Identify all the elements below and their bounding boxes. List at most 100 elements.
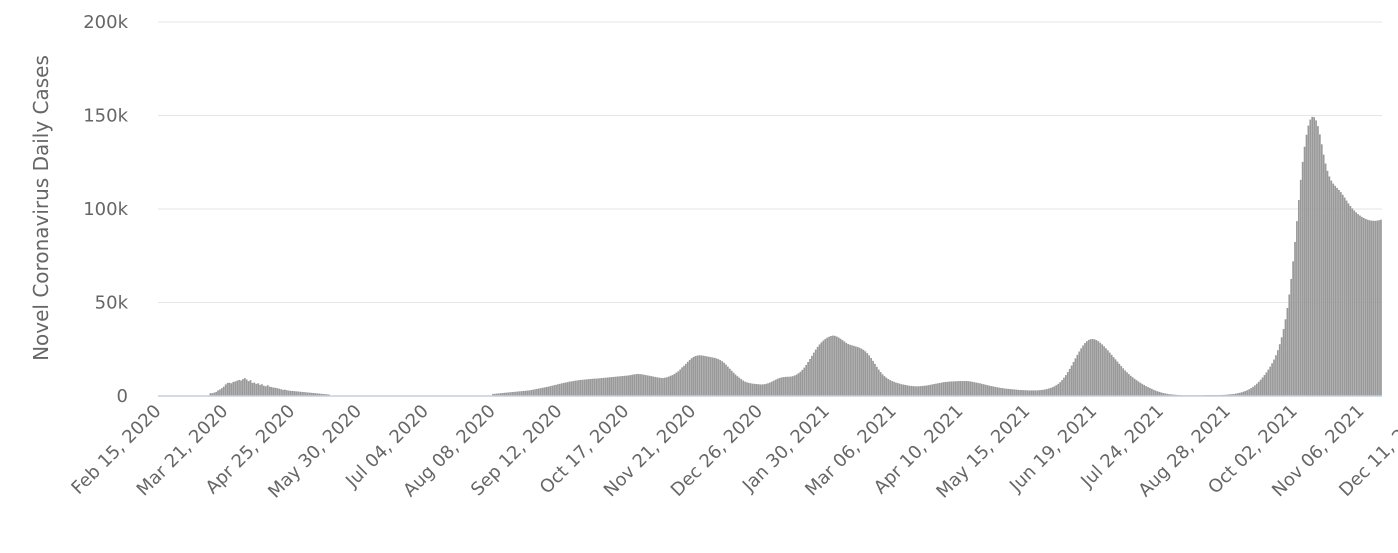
bar [652,376,655,396]
bar [738,377,741,396]
bar [925,385,928,396]
bar [1072,361,1075,396]
bar [950,381,953,396]
bar [940,382,943,396]
bar [1128,374,1130,396]
bar [580,379,582,396]
bar [1339,192,1342,396]
bar [587,379,590,396]
bar [990,386,993,396]
bar [1028,390,1031,396]
bar [1089,339,1092,396]
bar [841,340,844,396]
bar [528,390,531,396]
bar [560,383,563,396]
bar [610,377,613,396]
bar [312,393,315,396]
bar [1318,134,1321,396]
bar [719,360,722,396]
bar [704,355,706,396]
bar [213,392,216,396]
bar [654,376,657,396]
bar [599,378,601,396]
bar [1257,381,1260,396]
bar [627,375,630,396]
bar [536,388,538,396]
bar [870,358,872,396]
bar [843,341,846,396]
bar [240,380,242,396]
bar [572,381,575,396]
bar [692,356,695,396]
bar [879,372,882,396]
bar [1282,329,1285,396]
bar [1372,220,1375,396]
bar [826,337,829,396]
bar [532,389,534,396]
bar [1160,392,1163,396]
bar [537,388,540,396]
bar [310,392,313,396]
bar [257,383,260,396]
bars [209,116,1382,397]
bar [284,389,286,396]
bar [1330,180,1333,396]
bar [898,383,901,396]
bar [501,393,504,396]
bar [910,385,913,396]
bar [1292,261,1294,396]
bar [742,380,745,396]
bar [1328,176,1331,396]
bar [1278,344,1281,396]
bar [1158,391,1161,396]
bar [1240,392,1243,396]
bar [249,380,252,396]
bar [1124,370,1126,396]
bar [753,383,756,396]
bar [937,383,939,396]
bar [931,384,934,396]
bar [589,378,592,396]
bar [717,359,720,396]
bar [1294,241,1296,396]
bar [807,361,809,396]
bar [1152,389,1155,396]
bar [805,364,808,396]
bar [837,337,840,396]
bar [1341,194,1344,396]
bar [1297,200,1300,396]
bar [979,383,981,396]
bar [1164,393,1167,396]
bar [889,380,892,396]
bar [921,385,924,396]
bar [1066,372,1069,396]
bar [658,377,661,396]
bar [891,381,893,396]
bar [1030,390,1033,396]
bar [746,382,748,396]
bar [581,379,584,396]
gridlines [158,21,1382,303]
bar [222,386,225,396]
bar [662,378,664,396]
bar [769,382,771,396]
bar [251,382,254,396]
bar [786,376,788,396]
bar [1005,388,1008,396]
bar [988,385,991,396]
bar [975,382,977,396]
bar [1305,134,1308,396]
bar [620,376,622,396]
bar [224,384,227,396]
bar [914,386,916,396]
bar [1362,217,1365,396]
bar [1170,394,1172,396]
bar [604,377,607,396]
bar [860,348,863,396]
bar [755,384,758,396]
bar [648,375,651,396]
bar [287,390,290,396]
bar [297,391,300,396]
bar [1024,390,1027,396]
